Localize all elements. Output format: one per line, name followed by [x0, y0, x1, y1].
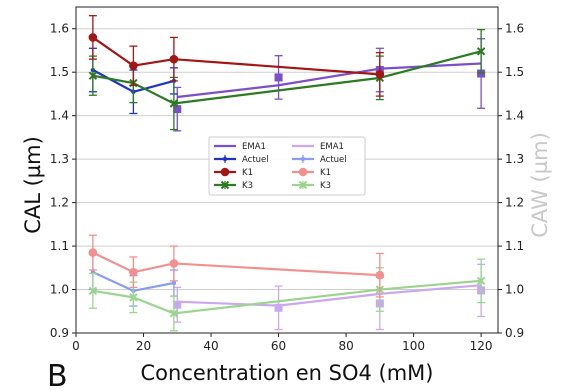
legend-marker [298, 167, 308, 177]
legend-marker [220, 180, 230, 190]
x-axis-title: Concentration en SO4 (mM) [141, 361, 434, 385]
x-tick-label: 0 [72, 339, 80, 353]
series-cal-k1-point [88, 33, 98, 42]
series-cal-k3-point [88, 71, 98, 80]
series-cal-k3 [88, 28, 486, 131]
series-caw-k3-point [88, 286, 98, 296]
panel-letter: B [47, 359, 68, 391]
series-caw-k1-point [375, 270, 385, 280]
series-caw-k3-point [129, 293, 138, 302]
legend-marker [222, 156, 228, 162]
y-tick-label-right: 1.4 [505, 109, 524, 123]
y-tick-label-right: 1.5 [505, 65, 524, 79]
y-tick-label-right: 1.1 [505, 239, 524, 253]
legend-label: K3 [242, 181, 253, 191]
series-cal-ema1-line [177, 62, 482, 99]
series-caw-ema1 [173, 263, 486, 331]
legend-entry-caw-k3: K3 [292, 180, 331, 191]
series-cal-k1-point [375, 70, 385, 79]
x-tick-label: 40 [203, 339, 218, 353]
series-caw-k3-point [476, 276, 486, 286]
series-caw-k1-line [92, 251, 380, 277]
series-caw-actuel-point [171, 280, 177, 286]
series-caw-k1-point [129, 267, 138, 277]
y-tick-label-left: 1.1 [50, 239, 69, 253]
y-tick-label-left: 1.6 [50, 22, 69, 36]
legend-label: Actuel [320, 155, 347, 165]
legend: EMA1 Actuel K1 K3 EMA1 Actuel K1 K3 [208, 136, 366, 196]
y-tick-label-right: 1.0 [505, 283, 524, 297]
x-tick-label: 120 [470, 339, 493, 353]
plot-frame [75, 6, 499, 334]
legend-entry-cal-actuel: Actuel [214, 155, 269, 165]
y-tick-label-right: 1.6 [505, 22, 524, 36]
y-tick-label-left: 0.9 [50, 326, 69, 340]
legend-entries: EMA1 Actuel K1 K3 EMA1 Actuel K1 K3 [214, 142, 347, 191]
legend-label: EMA1 [242, 142, 266, 152]
series-caw-k1 [88, 234, 385, 298]
series-cal-ema1-point [274, 73, 283, 82]
y-tick-label-right: 0.9 [505, 326, 524, 340]
series-caw-ema1-line [177, 284, 482, 307]
legend-marker [300, 156, 306, 162]
legend-label: K3 [320, 181, 331, 191]
y-axis-title-left: CAL (µm) [21, 136, 45, 234]
x-tick-label: 20 [136, 339, 151, 353]
y-axis-title-right: CAW (µm) [528, 132, 552, 238]
series-caw-k1-point [169, 259, 179, 268]
legend-marker [220, 167, 230, 177]
series-caw-k1-point [88, 248, 98, 257]
axis-ticks: 0.9 0.9 1.0 1.0 1.1 1.1 1.2 1.2 1.3 1.3 1.4 1.4 1.5 1… [50, 22, 524, 353]
legend-entry-cal-ema1: EMA1 [214, 142, 266, 152]
legend-entry-caw-k1: K1 [292, 167, 331, 178]
legend-entry-cal-k3: K3 [214, 180, 253, 191]
series-cal-k3-line [92, 50, 482, 105]
legend-box [208, 136, 366, 196]
x-tick-label: 80 [338, 339, 353, 353]
legend-label: K1 [242, 168, 253, 178]
chart-series [88, 15, 486, 332]
x-tick-label: 60 [271, 339, 286, 353]
legend-marker [298, 180, 308, 190]
legend-label: K1 [320, 168, 331, 178]
x-tick-label: 100 [402, 339, 425, 353]
series-caw-ema1-point [274, 303, 283, 312]
legend-label: Actuel [242, 155, 269, 165]
series-cal-ema1-point [173, 105, 182, 114]
series-cal-k3-point [169, 99, 179, 108]
legend-entry-cal-k1: K1 [214, 167, 253, 178]
series-caw-ema1-point [173, 300, 182, 309]
series-cal-k3-point [476, 47, 486, 56]
series-caw-k3-point [169, 309, 179, 318]
series-caw-k3-line [92, 279, 482, 315]
y-tick-label-right: 1.2 [505, 196, 524, 210]
series-cal-k1-point [169, 54, 179, 64]
series-cal-k1 [88, 15, 385, 97]
y-tick-label-left: 1.3 [50, 152, 69, 166]
y-tick-label-right: 1.3 [505, 152, 524, 166]
series-cal-k1-point [129, 61, 138, 70]
y-tick-label-left: 1.2 [50, 196, 69, 210]
legend-entry-caw-actuel: Actuel [292, 155, 347, 165]
y-tick-label-left: 1.5 [50, 65, 69, 79]
legend-entry-caw-ema1: EMA1 [292, 142, 344, 152]
series-cal-k1-line [92, 36, 380, 76]
y-tick-label-left: 1.4 [50, 109, 69, 123]
legend-label: EMA1 [320, 142, 344, 152]
y-tick-label-left: 1.0 [50, 283, 69, 297]
